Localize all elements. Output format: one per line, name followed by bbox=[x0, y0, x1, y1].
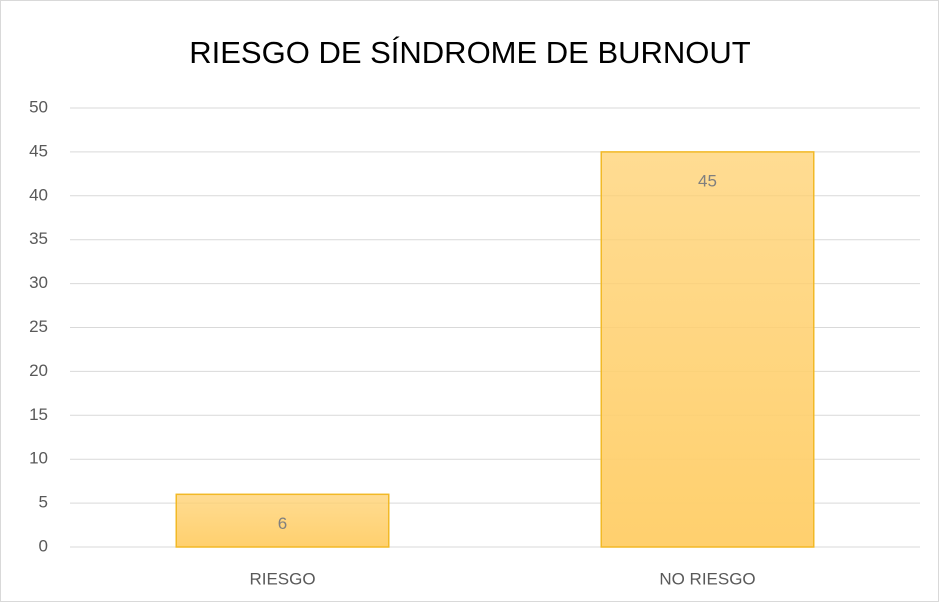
y-tick-label: 10 bbox=[29, 449, 48, 468]
y-tick-label: 15 bbox=[29, 405, 48, 424]
y-tick-label: 25 bbox=[29, 317, 48, 336]
bar bbox=[600, 151, 815, 548]
y-tick-label: 0 bbox=[39, 536, 48, 555]
data-label: 6 bbox=[278, 514, 287, 533]
y-tick-label: 40 bbox=[29, 185, 48, 204]
y-tick-label: 30 bbox=[29, 273, 48, 292]
y-tick-label: 35 bbox=[29, 229, 48, 248]
x-tick-label: RIESGO bbox=[249, 569, 315, 588]
y-tick-label: 5 bbox=[39, 493, 48, 512]
data-label: 45 bbox=[698, 171, 717, 190]
x-tick-label: NO RIESGO bbox=[659, 569, 755, 588]
y-tick-label: 45 bbox=[29, 141, 48, 160]
y-tick-label: 50 bbox=[29, 97, 48, 116]
bar bbox=[175, 493, 390, 548]
y-tick-label: 20 bbox=[29, 361, 48, 380]
chart-title: RIESGO DE SÍNDROME DE BURNOUT bbox=[189, 35, 751, 70]
